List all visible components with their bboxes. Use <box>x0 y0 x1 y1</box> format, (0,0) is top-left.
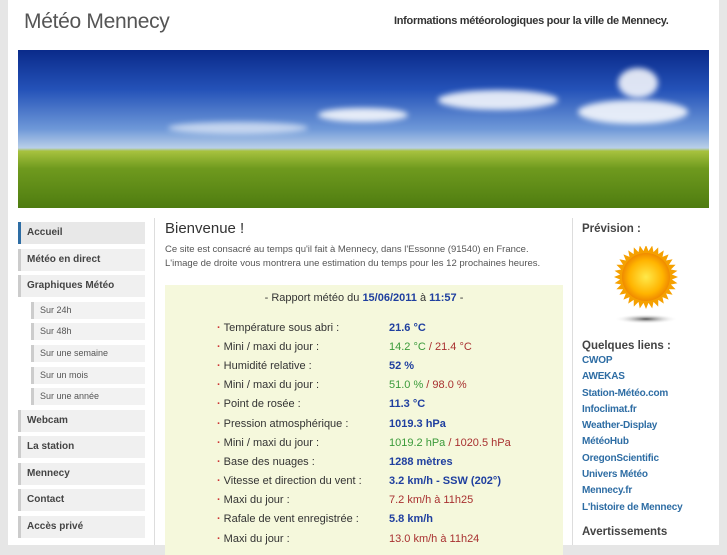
nav-webcam[interactable]: Webcam <box>18 409 145 432</box>
report-row: Point de rosée :11.3 °C <box>217 395 511 414</box>
nav-la-station[interactable]: La station <box>18 436 145 459</box>
report-row: Mini / maxi du jour :14.2 °C / 21.4 °C <box>217 337 511 356</box>
report-label: Température sous abri : <box>217 318 389 337</box>
report-table: Température sous abri :21.6 °CMini / max… <box>217 318 511 548</box>
report-cell: 1019.2 hPa / 1020.5 hPa <box>389 436 511 449</box>
report-cell: 52 % <box>389 356 511 375</box>
report-value: 52 % <box>389 359 415 372</box>
report-time: 11:57 <box>429 292 457 304</box>
report-max: 98.0 % <box>432 379 467 392</box>
intro-line: L'image de droite vous montrera une esti… <box>165 258 541 269</box>
report-label: Point de rosée : <box>217 395 389 414</box>
nav-acces-prive[interactable]: Accès privé <box>18 515 145 538</box>
sun-icon <box>614 245 678 326</box>
report-row: Maxi du jour :13.0 km/h à 11h24 <box>217 529 511 548</box>
report-min: 14.2 °C <box>389 340 426 353</box>
nav-sur-une-annee[interactable]: Sur une année <box>31 388 145 406</box>
right-sidebar: Prévision : Quelques liens : CWOP AWEKAS S… <box>572 218 709 545</box>
link-item[interactable]: CWOP <box>582 355 613 366</box>
nav-sur-24h[interactable]: Sur 24h <box>31 301 145 319</box>
report-cell: 21.6 °C <box>389 318 511 337</box>
report-label: Maxi du jour : <box>217 529 389 548</box>
page: Météo Mennecy Informations météorologiqu… <box>8 0 719 555</box>
page-title: Bienvenue ! <box>165 220 245 237</box>
report-prefix: - Rapport météo du <box>264 292 360 304</box>
report-value: 11.3 °C <box>389 398 426 411</box>
report-cell: 13.0 km/h à 11h24 <box>389 529 511 548</box>
link-item[interactable]: Weather-Display <box>582 420 658 432</box>
link-item[interactable]: Univers Météo <box>582 469 648 481</box>
report-row: Pression atmosphérique :1019.3 hPa <box>217 414 511 433</box>
nav-sur-un-mois[interactable]: Sur un mois <box>31 366 145 384</box>
report-date: 15/06/2011 <box>362 292 417 304</box>
report-heading: - Rapport météo du 15/06/2011 à 11:57 - <box>165 292 563 304</box>
report-cell: 5.8 km/h <box>389 510 511 529</box>
report-at: à <box>419 292 427 304</box>
links-title: Quelques liens : <box>582 340 671 352</box>
main-content: Bienvenue ! Ce site est consacré au temp… <box>165 220 565 555</box>
report-min: 51.0 % <box>389 379 424 392</box>
report-row: Mini / maxi du jour :1019.2 hPa / 1020.5… <box>217 433 511 452</box>
report-label: Pression atmosphérique : <box>217 414 389 433</box>
report-cell: 51.0 % / 98.0 % <box>389 379 467 392</box>
nav-meteo-en-direct[interactable]: Météo en direct <box>18 248 145 271</box>
report-value: 5.8 km/h <box>389 513 434 526</box>
report-cell: 11.3 °C <box>389 395 511 414</box>
report-max: 21.4 °C <box>434 340 472 353</box>
report-cell: 14.2 °C / 21.4 °C <box>389 340 472 353</box>
warnings-title: Avertissements <box>582 525 668 538</box>
weather-report: - Rapport météo du 15/06/2011 à 11:57 - … <box>165 285 563 555</box>
site-tagline: Informations météorologiques pour la vil… <box>394 15 669 27</box>
nav-sur-48h[interactable]: Sur 48h <box>31 323 145 341</box>
report-label: Maxi du jour : <box>217 491 389 510</box>
report-value: 1019.3 hPa <box>389 417 446 430</box>
report-row: Température sous abri :21.6 °C <box>217 318 511 337</box>
nav-graphiques-meteo[interactable]: Graphiques Météo <box>18 275 145 297</box>
report-suffix: - <box>459 292 464 304</box>
report-label: Mini / maxi du jour : <box>217 337 389 356</box>
report-label: Vitesse et direction du vent : <box>217 472 389 491</box>
report-label: Rafale de vent enregistrée : <box>217 510 389 529</box>
intro-line: Ce site est consacré au temps qu'il fait… <box>165 244 529 255</box>
report-label: Base des nuages : <box>217 452 389 471</box>
sidebar-nav: Accueil Météo en direct Graphiques Météo… <box>18 222 145 542</box>
link-item[interactable]: MétéoHub <box>582 436 629 448</box>
link-item[interactable]: Station-Météo.com <box>582 387 669 399</box>
report-row: Maxi du jour :7.2 km/h à 11h25 <box>217 491 511 510</box>
report-cell: 1019.3 hPa <box>389 414 511 433</box>
link-item[interactable]: Mennecy.fr <box>582 485 633 497</box>
nav-mennecy[interactable]: Mennecy <box>18 462 145 485</box>
report-row: Humidité relative :52 % <box>217 356 511 375</box>
nav-accueil[interactable]: Accueil <box>18 222 145 244</box>
link-item[interactable]: AWEKAS <box>582 371 625 383</box>
report-max: 7.2 km/h à 11h25 <box>389 494 474 507</box>
report-value: 3.2 km/h - SSW (202°) <box>389 475 501 488</box>
divider <box>154 218 155 545</box>
report-cell: 3.2 km/h - SSW (202°) <box>389 472 511 491</box>
report-row: Rafale de vent enregistrée :5.8 km/h <box>217 510 511 529</box>
report-row: Mini / maxi du jour :51.0 % / 98.0 % <box>217 376 511 395</box>
report-value: 1288 mètres <box>389 455 453 468</box>
link-item[interactable]: Infoclimat.fr <box>582 403 637 415</box>
report-label: Humidité relative : <box>217 356 389 375</box>
report-min: 1019.2 hPa <box>389 436 446 449</box>
banner-image <box>18 50 709 208</box>
report-label: Mini / maxi du jour : <box>217 376 389 395</box>
report-row: Vitesse et direction du vent :3.2 km/h -… <box>217 472 511 491</box>
report-value: 21.6 °C <box>389 321 426 334</box>
link-item[interactable]: OregonScientific <box>582 452 659 464</box>
nav-contact[interactable]: Contact <box>18 489 145 512</box>
links-list: CWOP AWEKAS Station-Météo.com Infoclimat.fr… <box>582 355 709 518</box>
report-max: 1020.5 hPa <box>454 436 511 449</box>
report-cell: 1288 mètres <box>389 452 511 471</box>
site-title: Météo Mennecy <box>24 10 170 33</box>
report-label: Mini / maxi du jour : <box>217 433 389 452</box>
report-row: Base des nuages :1288 mètres <box>217 452 511 471</box>
report-max: 13.0 km/h à 11h24 <box>389 532 480 545</box>
forecast-title: Prévision : <box>582 223 641 235</box>
link-item[interactable]: L'histoire de Mennecy <box>582 501 683 513</box>
nav-sur-une-semaine[interactable]: Sur une semaine <box>31 344 145 362</box>
report-cell: 7.2 km/h à 11h25 <box>389 491 511 510</box>
intro-text: Ce site est consacré au temps qu'il fait… <box>165 243 565 271</box>
